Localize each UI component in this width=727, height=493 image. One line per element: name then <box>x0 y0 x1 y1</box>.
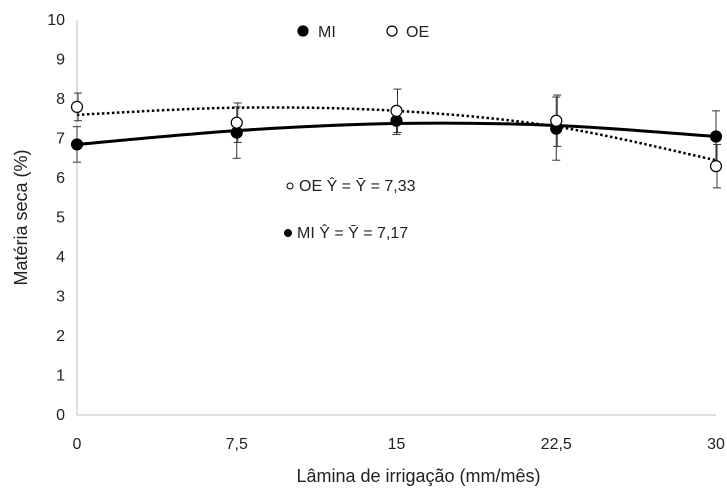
y-tick-label: 10 <box>47 12 65 29</box>
y-tick-label: 7 <box>56 131 65 148</box>
x-axis-title: Lâmina de irrigação (mm/mês) <box>296 466 540 486</box>
x-tick-label: 15 <box>388 436 406 453</box>
data-point-mi <box>709 130 723 143</box>
y-tick-label: 5 <box>56 210 65 227</box>
x-tick-label: 0 <box>73 436 82 453</box>
legend-label-mi: MI <box>318 24 336 41</box>
x-tick-label: 22,5 <box>541 436 572 453</box>
y-tick-label: 0 <box>56 407 65 424</box>
annotation-equation-oe: OE Ŷ = Ȳ = 7,33 <box>299 176 416 195</box>
data-point-oe <box>390 104 403 117</box>
y-axis-title: Matéria seca (%) <box>11 149 31 285</box>
data-point-oe <box>709 160 723 173</box>
data-point-oe <box>230 116 243 129</box>
x-tick-label: 30 <box>707 436 725 453</box>
legend-marker-mi <box>297 25 309 37</box>
y-tick-label: 9 <box>56 52 65 69</box>
annotation-marker-mi <box>284 229 292 237</box>
annotation-equation-mi: MI Ŷ = Ȳ = 7,17 <box>297 223 408 242</box>
y-tick-label: 6 <box>56 170 65 187</box>
y-tick-label: 4 <box>56 249 65 266</box>
y-tick-label: 2 <box>56 328 65 345</box>
y-tick-label: 3 <box>56 289 65 306</box>
x-tick-label: 7,5 <box>226 436 248 453</box>
legend-marker-oe <box>386 25 398 37</box>
legend-label-oe: OE <box>406 24 429 41</box>
trendline-oe <box>76 106 717 162</box>
data-point-oe <box>70 100 84 114</box>
y-tick-label: 8 <box>56 91 65 108</box>
annotation-marker-oe <box>286 182 294 190</box>
data-point-mi <box>70 138 84 151</box>
y-tick-label: 1 <box>56 368 65 385</box>
data-point-oe <box>550 114 563 127</box>
